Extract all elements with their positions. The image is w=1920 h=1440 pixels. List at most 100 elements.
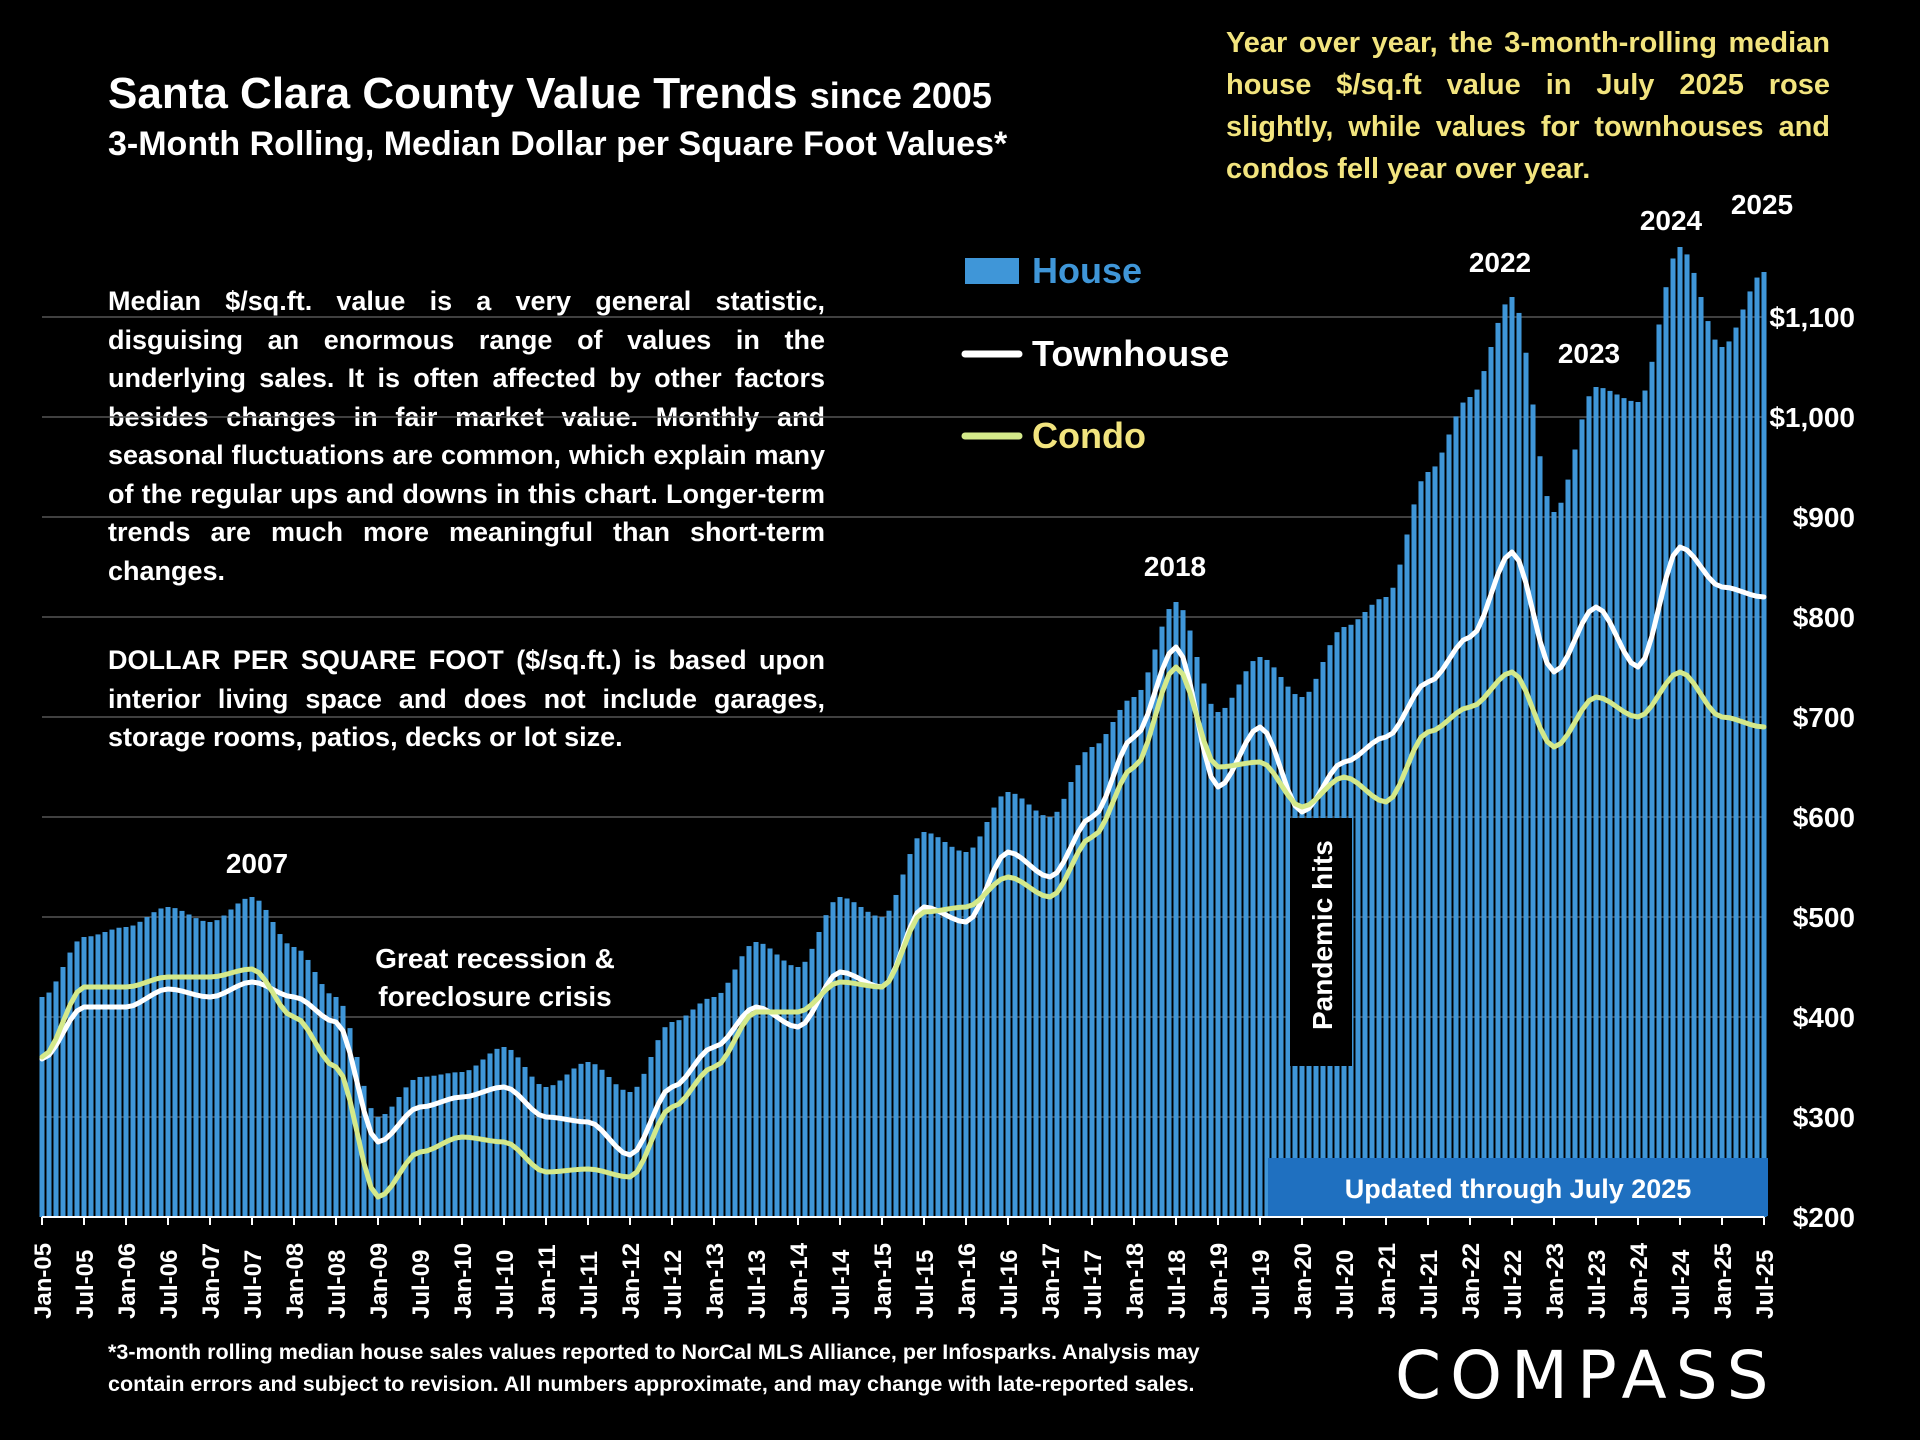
x-tick-label: Jan-24 [1626,1242,1653,1319]
house-bar [1201,683,1207,1217]
x-tick-label: Jan-10 [450,1243,477,1319]
house-bar [662,1027,668,1217]
house-bar [67,952,73,1217]
house-bar [1719,347,1725,1217]
house-bar [802,961,808,1217]
house-bar [599,1069,605,1217]
house-bar [1488,347,1494,1217]
house-bar [1068,782,1074,1217]
house-bar [1677,247,1683,1217]
house-bar [1047,817,1053,1217]
house-bar [1404,534,1410,1217]
house-bar [1558,502,1564,1217]
chart-subtitle: 3-Month Rolling, Median Dollar per Squar… [108,125,1008,163]
x-tick-label: Jan-18 [1122,1243,1149,1319]
house-bar [1733,327,1739,1217]
house-bar [1131,697,1137,1217]
x-tick-label: Jul-24 [1668,1249,1695,1319]
house-bar [200,920,206,1217]
x-tick-label: Jan-13 [702,1243,729,1319]
house-bar [1474,389,1480,1218]
house-bar [529,1076,535,1217]
house-bar [235,903,241,1217]
house-bar [1621,398,1627,1217]
house-bar [249,897,255,1217]
house-bar [1726,341,1732,1217]
house-bar [382,1114,388,1217]
house-bar [1502,304,1508,1217]
y-tick-label: $700 [1793,702,1855,733]
house-bar [1761,272,1767,1217]
house-bar [550,1085,556,1217]
house-bar [564,1074,570,1217]
house-bar [774,954,780,1217]
house-bar [1271,667,1277,1217]
house-bar [1390,587,1396,1217]
y-tick-label: $200 [1793,1202,1855,1233]
house-bar [1061,798,1067,1217]
x-tick-label: Jul-22 [1500,1250,1527,1319]
house-bar [613,1084,619,1217]
x-tick-label: Jul-07 [240,1250,267,1319]
house-bar [1614,394,1620,1217]
house-bar [1579,419,1585,1217]
house-bar [1250,661,1256,1217]
house-bar [795,967,801,1217]
y-tick-label: $800 [1793,602,1855,633]
house-bar [1222,707,1228,1217]
x-tick-label: Jan-05 [30,1243,57,1319]
house-bar [1740,309,1746,1217]
house-bar [1544,496,1550,1217]
house-bar [1194,657,1200,1217]
house-bar [1397,564,1403,1217]
house-bar [333,997,339,1217]
house-bar [1656,324,1662,1217]
house-bar [830,902,836,1217]
house-bar [1635,402,1641,1217]
chart-title-block: Santa Clara County Value Trends since 20… [108,68,1158,166]
footnote-line-1: *3-month rolling median house sales valu… [108,1340,1200,1364]
house-bar [417,1077,423,1217]
house-bar [949,846,955,1217]
house-bar [1089,747,1095,1217]
pandemic-label: Pandemic hits [1307,840,1338,1030]
house-bar [760,943,766,1217]
house-bar [1516,312,1522,1217]
house-bar [1355,619,1361,1217]
house-bar [1530,404,1536,1217]
x-tick-label: Jul-21 [1416,1250,1443,1319]
house-bar [487,1053,493,1217]
house-bar [893,894,899,1217]
house-bar [39,997,45,1217]
house-bar [641,1073,647,1217]
x-tick-label: Jul-14 [828,1249,855,1319]
house-bar [823,915,829,1217]
house-bar [410,1079,416,1217]
x-tick-label: Jul-13 [744,1250,771,1319]
house-bar [501,1047,507,1217]
annotation-2022: 2022 [1469,247,1531,278]
house-bar [494,1048,500,1217]
house-bar [1152,649,1158,1217]
house-bar [1425,472,1431,1217]
house-bar [165,907,171,1217]
house-bar [144,917,150,1217]
x-tick-label: Jan-11 [534,1244,561,1319]
house-bar [844,898,850,1217]
house-bar [858,907,864,1217]
x-tick-label: Jul-08 [324,1250,351,1319]
house-bar [998,796,1004,1217]
house-bar [242,898,248,1217]
house-bar [977,836,983,1217]
house-bar [1166,609,1172,1217]
house-bar [1187,630,1193,1217]
x-tick-label: Jan-06 [114,1243,141,1319]
x-tick-label: Jan-07 [198,1243,225,1319]
updated-label: Updated through July 2025 [1345,1174,1692,1204]
house-bar [228,909,234,1217]
house-bar [571,1068,577,1217]
x-tick-label: Jan-09 [366,1243,393,1319]
house-bar [1096,743,1102,1217]
annotation-2024: 2024 [1640,205,1703,236]
x-tick-label: Jan-17 [1038,1243,1065,1319]
